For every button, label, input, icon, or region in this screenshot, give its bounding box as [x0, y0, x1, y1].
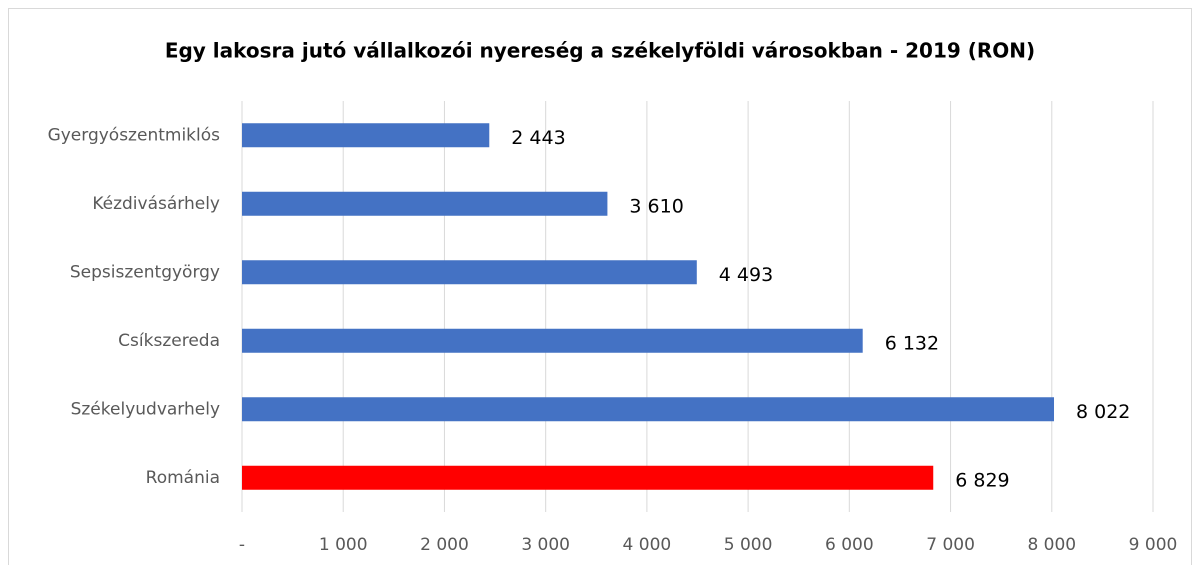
x-tick-label: 9 000: [1129, 535, 1178, 555]
bar: [242, 260, 697, 285]
bar: [242, 123, 490, 148]
y-tick-label: Sepsiszentgyörgy: [70, 262, 220, 282]
x-tick-label: 6 000: [825, 535, 874, 555]
bar: [242, 465, 934, 490]
x-tick-label: 8 000: [1027, 535, 1076, 555]
y-tick-label: Gyergyószentmiklós: [48, 125, 221, 145]
y-tick-label: Székelyudvarhely: [71, 399, 220, 419]
value-label: 6 829: [955, 469, 1009, 491]
bar: [242, 397, 1055, 422]
value-label: 8 022: [1076, 401, 1130, 423]
x-tick-label: 3 000: [521, 535, 570, 555]
x-tick-label: 5 000: [724, 535, 773, 555]
y-tick-label: Csíkszereda: [118, 331, 220, 351]
x-tick-label: 7 000: [926, 535, 975, 555]
bar: [242, 328, 863, 353]
value-label: 4 493: [719, 264, 773, 286]
bar: [242, 191, 608, 216]
value-label: 2 443: [511, 127, 565, 149]
value-label: 3 610: [629, 195, 683, 217]
x-tick-label: 4 000: [623, 535, 672, 555]
chart-title: Egy lakosra jutó vállalkozói nyereség a …: [165, 39, 1035, 63]
y-tick-label: Románia: [146, 468, 220, 488]
x-tick-label: 1 000: [319, 535, 368, 555]
x-tick-label: -: [239, 535, 245, 555]
y-tick-label: Kézdivásárhely: [92, 194, 220, 214]
value-label: 6 132: [885, 332, 939, 354]
x-tick-label: 2 000: [420, 535, 469, 555]
